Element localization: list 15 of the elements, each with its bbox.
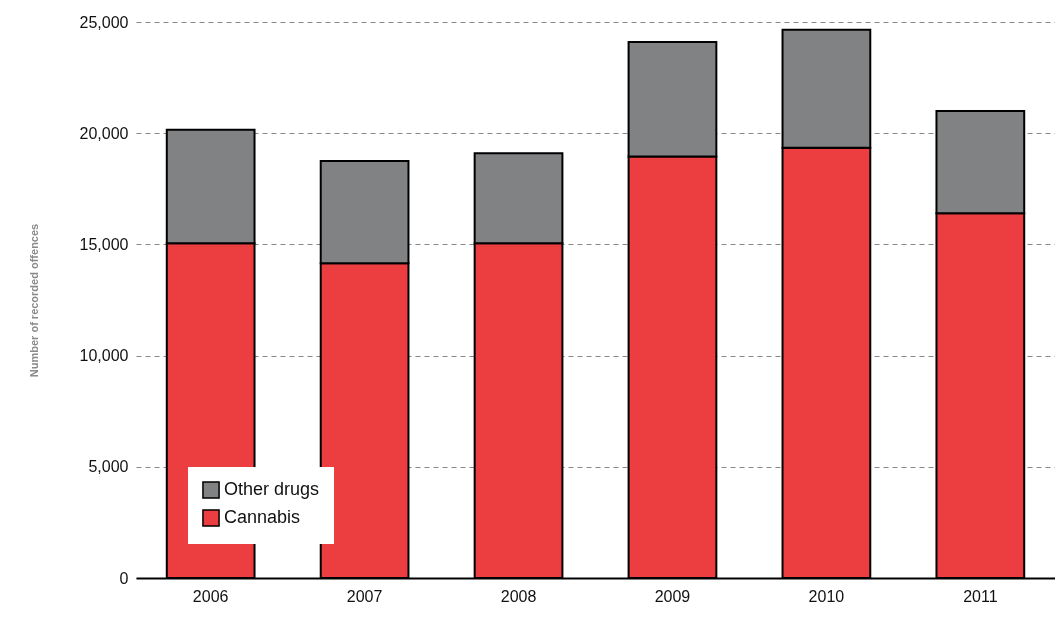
- legend-label: Other drugs: [224, 479, 320, 499]
- y-tick-label: 25,000: [79, 13, 129, 31]
- y-tick-label: 20,000: [79, 124, 129, 142]
- y-tick-label: 10,000: [79, 347, 129, 365]
- y-tick-label: 15,000: [79, 235, 129, 253]
- y-tick-label: 5,000: [88, 458, 129, 476]
- x-tick-label: 2007: [346, 587, 383, 605]
- x-tick-label: 2011: [963, 587, 998, 605]
- y-axis-title: Number of recorded offences: [27, 223, 40, 378]
- y-tick-label: 0: [119, 569, 129, 587]
- legend-label: Cannabis: [224, 507, 301, 527]
- x-tick-label: 2010: [808, 587, 845, 605]
- x-tick-label: 2008: [500, 587, 537, 605]
- x-tick-label: 2006: [192, 587, 229, 605]
- x-tick-label: 2009: [654, 587, 691, 605]
